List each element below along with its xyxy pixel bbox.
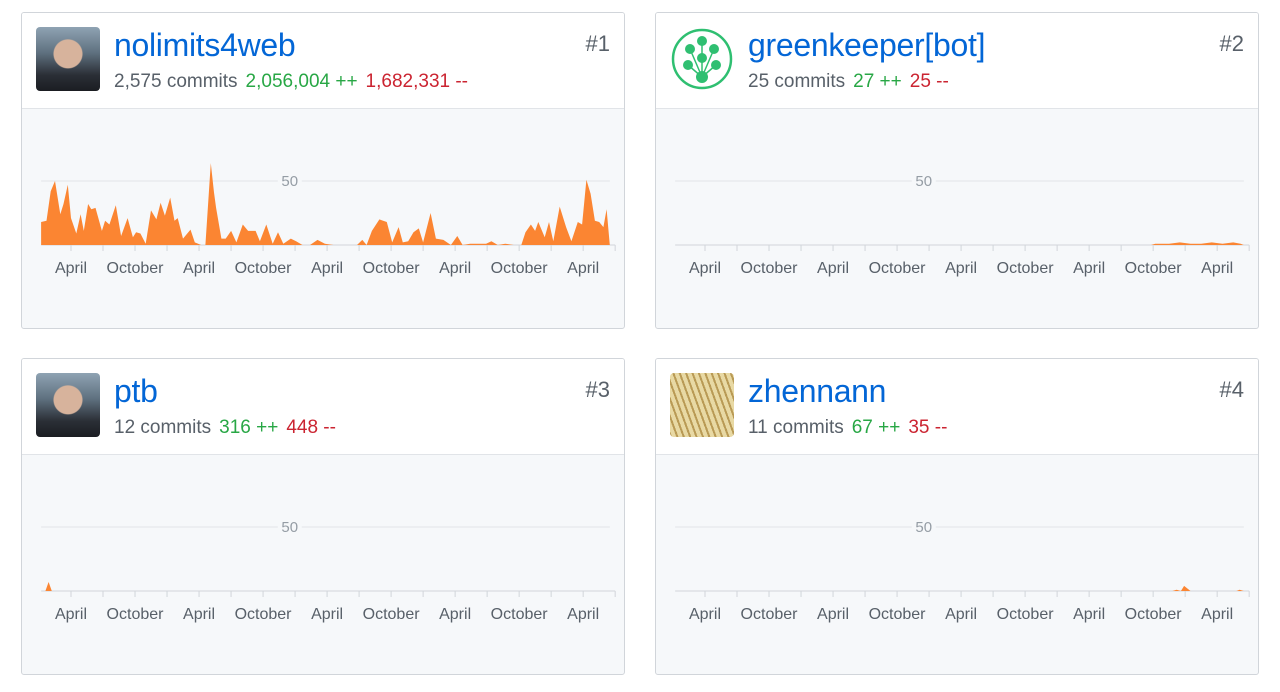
contributor-name-link[interactable]: ptb <box>114 373 158 409</box>
commit-count: 11 commits <box>748 417 844 438</box>
gridline-label-bg <box>277 518 302 536</box>
greenkeeper-logo-icon <box>671 28 733 90</box>
x-tick-label: October <box>107 260 165 277</box>
x-tick-label: October <box>997 260 1055 277</box>
commits-area <box>675 585 1244 591</box>
x-tick-label: October <box>997 606 1055 623</box>
contributor-header: greenkeeper[bot] 25 commits 27 ++ 25 -- #2 <box>656 13 1258 109</box>
x-tick-label: October <box>741 606 799 623</box>
greenkeeper-logo[interactable] <box>670 27 734 91</box>
y-tick-label-50: 50 <box>915 173 932 190</box>
x-tick-label: October <box>363 606 421 623</box>
y-tick-label-50: 50 <box>281 519 298 536</box>
additions-count: 27 ++ <box>853 71 902 92</box>
x-tick-label: April <box>1073 260 1105 277</box>
gridline-label-bg <box>911 518 936 536</box>
deletions-count: 448 -- <box>286 417 336 438</box>
x-tick-label: April <box>439 260 471 277</box>
x-tick-label: April <box>817 260 849 277</box>
x-tick-label: October <box>741 260 799 277</box>
x-tick-label: October <box>107 606 165 623</box>
x-tick-label: October <box>363 260 421 277</box>
x-tick-label: October <box>1125 606 1183 623</box>
x-tick-label: April <box>55 260 87 277</box>
commit-count: 25 commits <box>748 71 846 92</box>
x-tick-label: April <box>567 260 599 277</box>
contributor-stats: 25 commits 27 ++ 25 -- <box>748 71 949 93</box>
x-tick-label: April <box>1201 260 1233 277</box>
contributor-stats: 12 commits 316 ++ 448 -- <box>114 417 336 439</box>
additions-count: 316 ++ <box>219 417 279 438</box>
contributor-stats: 2,575 commits 2,056,004 ++ 1,682,331 -- <box>114 71 468 93</box>
x-tick-label: April <box>945 606 977 623</box>
x-tick-label: October <box>235 606 293 623</box>
gridline-label-bg <box>911 172 936 190</box>
x-tick-label: April <box>1201 606 1233 623</box>
commits-area <box>675 242 1244 245</box>
commit-activity-chart-3: 50 April October April October April October Ap… <box>41 518 616 623</box>
contributor-header: ptb 12 commits 316 ++ 448 -- #3 <box>22 359 624 455</box>
x-tick-label: April <box>945 260 977 277</box>
x-tick-label: April <box>689 606 721 623</box>
contributor-header: nolimits4web 2,575 commits 2,056,004 ++ 1,… <box>22 13 624 109</box>
deletions-count: 1,682,331 -- <box>365 71 469 92</box>
x-tick-label: October <box>491 606 549 623</box>
contributor-card: zhennann 11 commits 67 ++ 35 -- #4 50 April… <box>655 358 1259 675</box>
x-tick-label: October <box>491 260 549 277</box>
y-tick-label-50: 50 <box>915 519 932 536</box>
x-tick-label: April <box>55 606 87 623</box>
x-tick-label: October <box>869 606 927 623</box>
contributor-header: zhennann 11 commits 67 ++ 35 -- #4 <box>656 359 1258 455</box>
x-tick-label: April <box>311 606 343 623</box>
x-tick-label: October <box>869 260 927 277</box>
contributor-card: nolimits4web 2,575 commits 2,056,004 ++ 1,… <box>21 12 625 329</box>
contributor-name-link[interactable]: zhennann <box>748 373 887 409</box>
x-tick-label: April <box>689 260 721 277</box>
x-tick-label: April <box>439 606 471 623</box>
contributor-card: ptb 12 commits 316 ++ 448 -- #3 50 April Oct… <box>21 358 625 675</box>
commits-area <box>41 582 610 591</box>
x-tick-label: October <box>235 260 293 277</box>
photo-avatar[interactable] <box>36 373 100 437</box>
rank-badge: #1 <box>585 31 610 56</box>
x-tick-label: April <box>817 606 849 623</box>
additions-count: 2,056,004 ++ <box>245 71 358 92</box>
x-tick-label: April <box>311 260 343 277</box>
x-tick-label: April <box>567 606 599 623</box>
commit-count: 12 commits <box>114 417 212 438</box>
deletions-count: 25 -- <box>909 71 949 92</box>
commit-count: 2,575 commits <box>114 71 238 92</box>
rank-badge: #2 <box>1219 31 1244 56</box>
commit-activity-chart-2: 50 April October April October April October Ap… <box>675 172 1250 277</box>
commit-activity-chart-4: 50 April October April October April October Ap… <box>675 518 1250 623</box>
x-tick-label: April <box>183 260 215 277</box>
rank-badge: #3 <box>585 377 610 402</box>
contributor-card: greenkeeper[bot] 25 commits 27 ++ 25 -- #2… <box>655 12 1259 329</box>
y-tick-label-50: 50 <box>281 173 298 190</box>
commits-area <box>41 163 610 245</box>
x-tick-label: April <box>1073 606 1105 623</box>
contributor-stats: 11 commits 67 ++ 35 -- <box>748 417 947 439</box>
x-tick-label: April <box>183 606 215 623</box>
photo-avatar[interactable] <box>36 27 100 91</box>
additions-count: 67 ++ <box>851 417 901 438</box>
wheat-photo-avatar[interactable] <box>670 373 734 437</box>
gridline-label-bg <box>277 172 302 190</box>
x-tick-label: October <box>1125 260 1183 277</box>
contributor-name-link[interactable]: nolimits4web <box>114 27 296 63</box>
commit-activity-chart-1: 50 April October April October April October Ap… <box>41 163 616 277</box>
rank-badge: #4 <box>1219 377 1244 402</box>
deletions-count: 35 -- <box>908 417 948 438</box>
contributor-name-link[interactable]: greenkeeper[bot] <box>748 27 986 63</box>
